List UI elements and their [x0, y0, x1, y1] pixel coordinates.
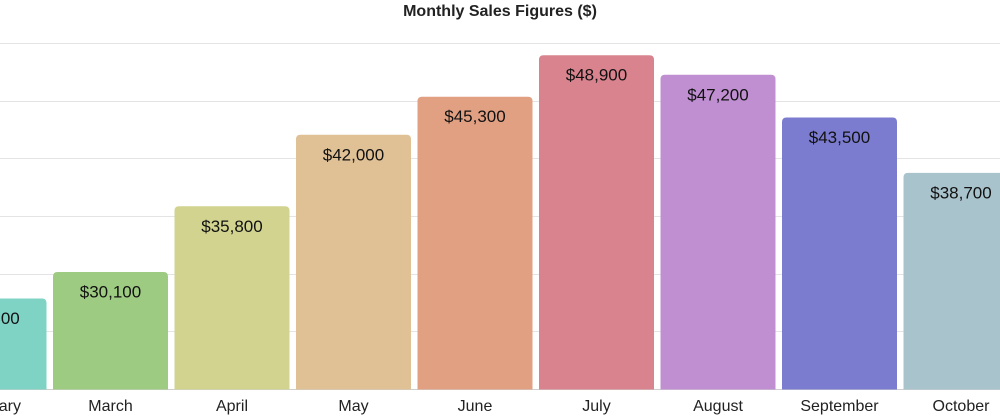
x-tick-label-september: September — [800, 398, 879, 415]
x-tick-labels: February March April May June July August Septe… — [0, 398, 990, 415]
x-tick-label-march: March — [88, 398, 132, 415]
value-label-may: $42,000 — [323, 145, 384, 164]
x-tick-label-february: February — [0, 398, 21, 415]
value-label-july: $48,900 — [566, 66, 627, 85]
bar-august — [660, 74, 776, 390]
bar-april — [174, 206, 290, 390]
bars — [0, 55, 1000, 390]
value-labels: $27,800 $30,100 $35,800 $42,000 $45,300 $48,9… — [0, 66, 992, 328]
value-label-april: $35,800 — [201, 217, 262, 236]
x-tick-label-may: May — [338, 398, 368, 415]
x-tick-label-april: April — [216, 398, 248, 415]
bar-may — [296, 134, 411, 390]
chart-title: Monthly Sales Figures ($) — [403, 3, 597, 20]
bar-february — [0, 298, 47, 390]
x-tick-label-october: October — [933, 398, 991, 415]
value-label-june: $45,300 — [444, 107, 505, 126]
bar-march — [53, 272, 168, 390]
bar-september — [782, 117, 897, 390]
x-tick-label-july: July — [582, 398, 610, 415]
value-label-february: $27,800 — [0, 309, 20, 328]
value-label-october: $38,700 — [930, 183, 991, 202]
x-tick-label-august: August — [693, 398, 743, 415]
bar-october — [903, 172, 1000, 390]
value-label-march: $30,100 — [80, 283, 141, 302]
bar-july — [539, 55, 654, 390]
value-label-september: $43,500 — [809, 128, 870, 147]
bar-june — [417, 96, 533, 390]
value-label-august: $47,200 — [687, 85, 748, 104]
x-tick-label-june: June — [458, 398, 493, 415]
